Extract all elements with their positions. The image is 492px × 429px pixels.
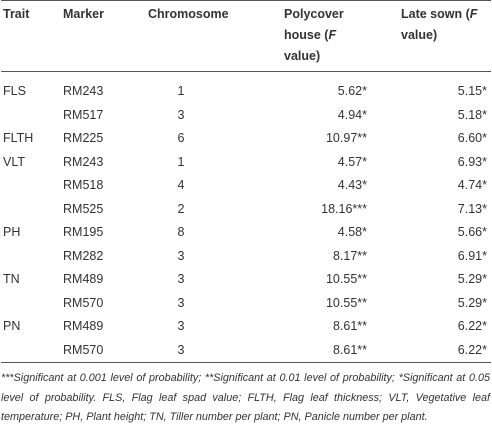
table-cell: 18.16*** xyxy=(321,201,367,216)
table-cell: 8.17** xyxy=(332,248,367,263)
table-cell: RM243 xyxy=(63,84,104,98)
table-cell: RM225 xyxy=(63,131,104,145)
table-cell xyxy=(1,174,61,198)
footnote: ***Significant at 0.001 level of probabi… xyxy=(1,372,490,423)
table-cell: 3 xyxy=(177,295,185,310)
header-part: Polycover house ( xyxy=(284,7,344,42)
table-cell: 5.62* xyxy=(337,84,367,98)
table-cell: 7.13* xyxy=(457,201,487,216)
table-row: FLS RM243 1 5.62* 5.15* xyxy=(1,72,491,104)
table-cell: 8.61** xyxy=(332,342,367,357)
table-cell: RM489 xyxy=(63,272,104,286)
header-part: value) xyxy=(284,49,321,63)
table-cell: 3 xyxy=(177,248,185,263)
table-cell: 4.74* xyxy=(457,178,487,192)
table-cell: RM570 xyxy=(63,342,104,357)
table-cell: 1 xyxy=(177,84,185,98)
table-cell: 4.58* xyxy=(337,225,367,239)
table-cell: 5.15* xyxy=(457,84,487,98)
table-cell: 2 xyxy=(177,201,185,216)
table-body: FLS RM243 1 5.62* 5.15* RM517 3 4.94* 5.18* FLTH R… xyxy=(1,72,491,363)
table-row: VLT RM243 1 4.57* 6.93* xyxy=(1,151,491,175)
table-cell xyxy=(1,292,61,316)
table-row: RM525 2 18.16*** 7.13* xyxy=(1,198,491,222)
column-header: Chromosome xyxy=(146,0,229,72)
table-cell: 4.57* xyxy=(337,154,367,169)
table-cell xyxy=(1,339,61,363)
table-cell: 3 xyxy=(177,319,185,333)
table-cell: FLS xyxy=(3,84,26,98)
table-row: RM282 3 8.17** 6.91* xyxy=(1,245,491,269)
table-cell: FLTH xyxy=(3,131,34,145)
table-cell: 10.55** xyxy=(325,272,367,286)
table-cell: 5.66* xyxy=(457,225,487,239)
column-header: Marker xyxy=(61,0,146,72)
table-row: RM570 3 10.55** 5.29* xyxy=(1,292,491,316)
table-cell: RM489 xyxy=(63,319,104,333)
table-cell: 5.29* xyxy=(457,295,487,310)
table-cell: TN xyxy=(3,272,20,286)
table-cell: 3 xyxy=(177,272,185,286)
column-header: Polycover house (F value) xyxy=(216,0,371,72)
header-part: value) xyxy=(401,28,438,42)
table-cell: 3 xyxy=(177,342,185,357)
table-row: RM517 3 4.94* 5.18* xyxy=(1,104,491,128)
column-header: Late sown (F value) xyxy=(371,0,491,72)
table-row: RM570 3 8.61** 6.22* xyxy=(1,339,491,363)
data-table: Trait Marker Chromosome Polycover house (F … xyxy=(1,0,491,363)
table-row: RM518 4 4.43* 4.74* xyxy=(1,174,491,198)
table-cell: PH xyxy=(3,225,21,239)
table-cell: 1 xyxy=(177,154,185,169)
table-cell: RM243 xyxy=(63,154,104,169)
table-cell xyxy=(1,104,61,128)
table-cell: RM195 xyxy=(63,225,104,239)
table-cell: 6 xyxy=(177,131,185,145)
table-cell: 4 xyxy=(177,178,185,192)
table-row: TN RM489 3 10.55** 5.29* xyxy=(1,268,491,292)
table-cell: RM517 xyxy=(63,107,104,122)
table-cell: 6.93* xyxy=(457,154,487,169)
table-cell: 4.43* xyxy=(337,178,367,192)
table-cell: RM282 xyxy=(63,248,104,263)
table-cell: 5.29* xyxy=(457,272,487,286)
table-row: FLTH RM225 6 10.97** 6.60* xyxy=(1,127,491,151)
table-cell: 6.22* xyxy=(457,342,487,357)
table-cell: 6.60* xyxy=(457,131,487,145)
table-cell: RM570 xyxy=(63,295,104,310)
table-cell: 8.61** xyxy=(332,319,367,333)
table-cell: RM518 xyxy=(63,178,104,192)
table-cell xyxy=(1,198,61,222)
header-row: Trait Marker Chromosome Polycover house (F … xyxy=(1,0,491,72)
table-cell: RM525 xyxy=(63,201,104,216)
table-cell: 8 xyxy=(177,225,185,239)
table-cell: 6.91* xyxy=(457,248,487,263)
table-cell xyxy=(1,245,61,269)
table-row: PN RM489 3 8.61** 6.22* xyxy=(1,315,491,339)
table-cell: 3 xyxy=(177,107,185,122)
table-cell: 5.18* xyxy=(457,107,487,122)
header-part: Late sown ( xyxy=(401,7,470,21)
table-cell: VLT xyxy=(3,154,25,169)
table-cell: 10.97** xyxy=(325,131,367,145)
header-part: F xyxy=(328,28,337,42)
header-part: F xyxy=(469,7,478,21)
table-row: PH RM195 8 4.58* 5.66* xyxy=(1,221,491,245)
table-cell: PN xyxy=(3,319,21,333)
column-header: Trait xyxy=(1,0,61,72)
table-cell: 10.55** xyxy=(325,295,367,310)
table-cell: 4.94* xyxy=(337,107,367,122)
table-cell: 6.22* xyxy=(457,319,487,333)
